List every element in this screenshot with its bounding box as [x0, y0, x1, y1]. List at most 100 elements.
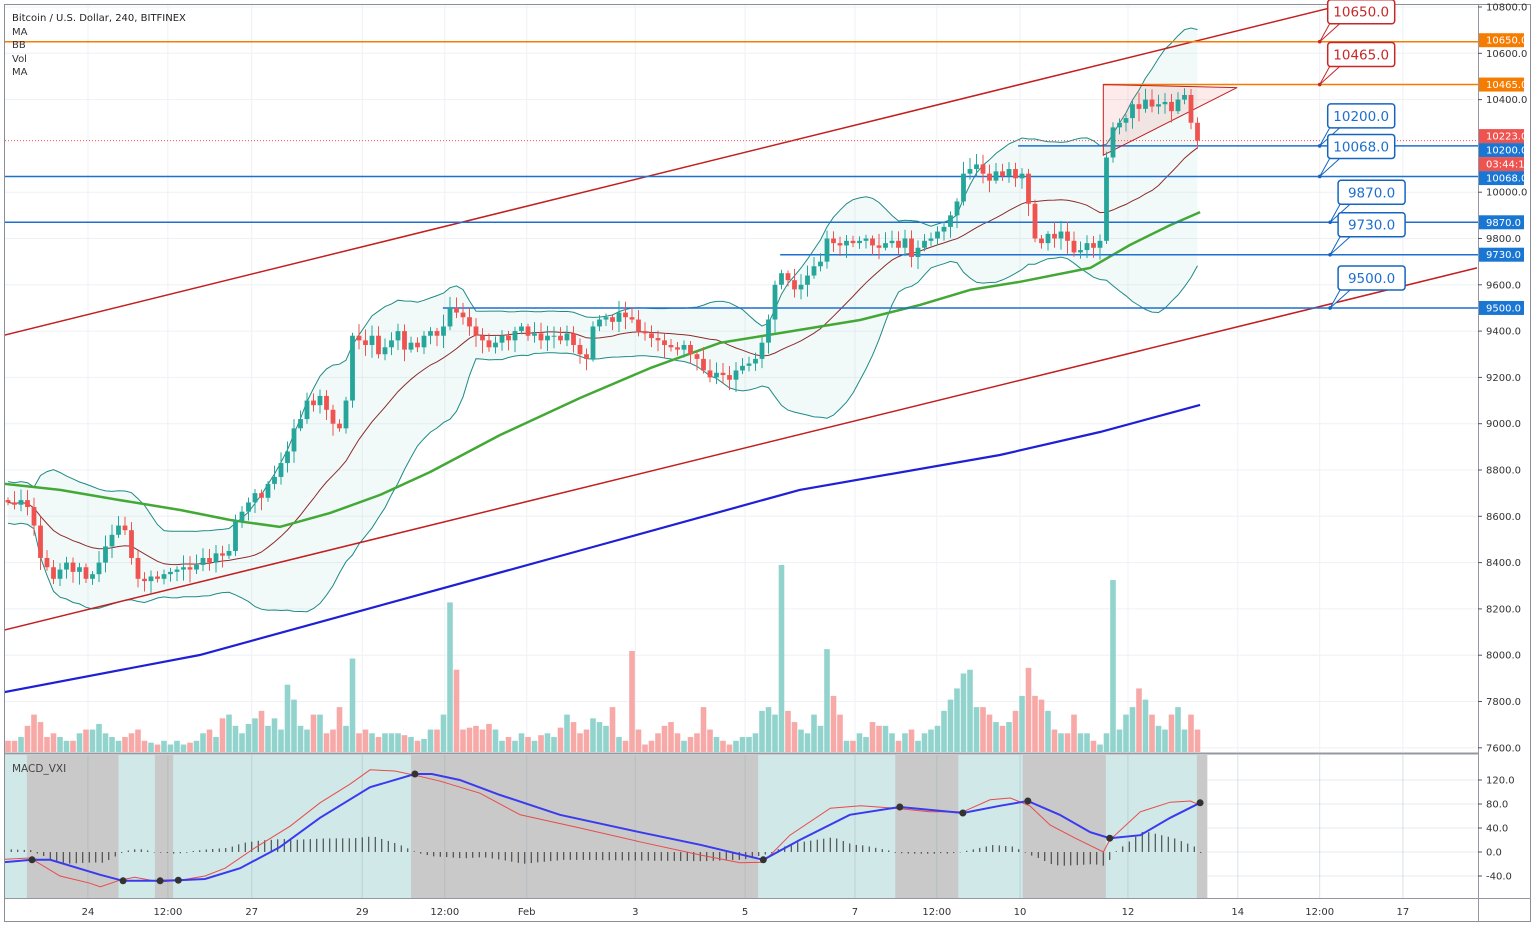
volume-bar	[466, 727, 473, 752]
candle-body	[1162, 101, 1168, 105]
volume-bar	[167, 744, 174, 752]
callout-label: 9500.0	[1348, 271, 1395, 287]
callout-box	[1337, 211, 1406, 238]
volume-bar	[681, 740, 687, 752]
time-tick-label: 17	[1397, 907, 1410, 918]
candle-body	[278, 463, 284, 477]
volume-bar	[928, 729, 934, 752]
candle-body	[252, 493, 258, 503]
candle-body	[525, 326, 531, 336]
volume-bar	[577, 733, 583, 752]
macd-pane	[5, 755, 1478, 898]
candle-body	[356, 335, 362, 341]
candle-body	[1065, 231, 1070, 241]
volume-bar	[44, 737, 50, 752]
candle-body	[259, 493, 264, 498]
volume-bar	[447, 602, 453, 752]
candle-body	[1078, 250, 1083, 253]
volume-bar	[453, 669, 460, 752]
callout-pointer	[1319, 157, 1342, 177]
volume-bar	[24, 725, 31, 752]
volume-bar	[570, 722, 577, 752]
candle-body	[850, 240, 856, 244]
volume-bar	[252, 718, 258, 752]
callout-pointer	[1319, 66, 1342, 85]
price-tick-label: 9000.0	[1486, 419, 1521, 430]
candle-body	[922, 240, 927, 248]
level-price-badge-text: 9870.0	[1486, 218, 1521, 229]
candle-body	[83, 567, 89, 579]
volume-bar	[18, 737, 24, 752]
candle-body	[1117, 122, 1122, 128]
price-callout[interactable]: 10650.0	[1317, 0, 1396, 44]
price-callout[interactable]: 9500.0	[1328, 265, 1406, 310]
candle-body	[623, 312, 628, 318]
volume-bar	[941, 710, 947, 752]
price-callout[interactable]: 9730.0	[1328, 211, 1406, 257]
candle-body	[876, 245, 882, 248]
candle-body	[753, 358, 758, 364]
candle-body	[1097, 240, 1103, 248]
macd-bear-zone	[1022, 755, 1106, 898]
volume-bar	[512, 740, 518, 752]
candle-body	[1136, 104, 1142, 109]
price-callout[interactable]: 10068.0	[1317, 133, 1396, 179]
price-callout[interactable]: 10465.0	[1317, 41, 1396, 87]
price-tick-label: 7600.0	[1486, 743, 1521, 754]
volume-bar	[817, 725, 824, 752]
candle-body	[824, 238, 830, 262]
volume-bar	[661, 725, 668, 752]
volume-bar	[1025, 667, 1032, 752]
callout-label: 10650.0	[1333, 5, 1389, 21]
volume-bar	[915, 740, 921, 752]
candle-body	[486, 340, 492, 348]
volume-bar	[811, 714, 817, 752]
candle-body	[1104, 157, 1109, 241]
bb-upper-band	[7, 27, 1198, 532]
legend-ma[interactable]: MA	[12, 26, 28, 38]
candle-body	[551, 335, 557, 337]
chart-legend: Bitcoin / U.S. Dollar, 240, BITFINEX MA …	[12, 12, 186, 80]
macd-cross-dot	[896, 803, 904, 811]
volume-bar	[37, 722, 44, 752]
candle-body	[389, 340, 394, 348]
volume-bar	[271, 718, 278, 752]
candle-body	[610, 317, 615, 322]
candle-body	[1110, 127, 1116, 158]
candle-body	[811, 266, 817, 276]
legend-ma-2[interactable]: MA	[12, 67, 28, 79]
callout-label: 9870.0	[1348, 185, 1395, 201]
macd-bear-zone	[1196, 755, 1208, 898]
candle-body	[38, 525, 43, 558]
time-tick-label: 29	[356, 907, 369, 918]
callout-box	[1326, 41, 1396, 68]
bb-lower-band	[7, 256, 1198, 613]
time-tick-label: 7	[852, 907, 858, 918]
volume-bar	[837, 714, 843, 752]
volume-bar	[739, 737, 746, 752]
volume-bar	[863, 737, 869, 752]
candle-body	[701, 358, 706, 371]
legend-bb[interactable]: BB	[12, 40, 26, 52]
volume-bar	[401, 735, 408, 752]
legend-vol[interactable]: Vol	[12, 53, 27, 65]
candle-body	[616, 312, 622, 322]
volume-bar	[193, 740, 200, 752]
volume-bar	[830, 695, 837, 752]
symbol-title[interactable]: Bitcoin / U.S. Dollar, 240, BITFINEX	[12, 13, 186, 24]
macd-tick-label: 120.0	[1486, 776, 1515, 787]
candle-body	[187, 567, 193, 570]
volume-bar	[440, 714, 447, 752]
volume-bar	[622, 740, 629, 752]
candle-body	[272, 476, 277, 484]
last-price-badge	[1479, 129, 1524, 144]
macd-title[interactable]: MACD_VXI	[12, 763, 67, 775]
volume-bar	[382, 733, 388, 752]
volume-bar	[1058, 733, 1064, 752]
volume-bar	[304, 729, 310, 752]
volume-bar	[1019, 695, 1025, 752]
price-tick-label: 9400.0	[1486, 327, 1521, 338]
candle-body	[993, 171, 999, 181]
candle-body	[896, 240, 901, 248]
